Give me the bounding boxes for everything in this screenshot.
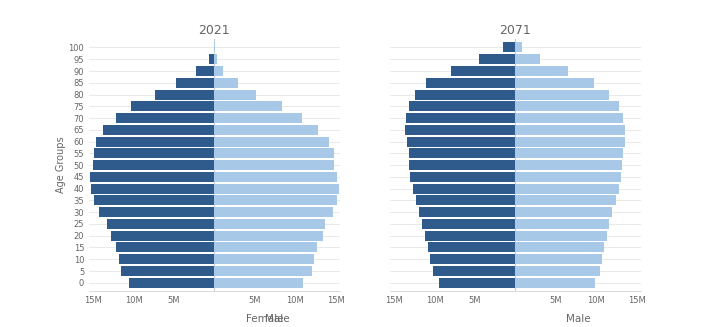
Title: 2021: 2021: [199, 24, 230, 37]
Bar: [515, 137, 624, 146]
Bar: [515, 219, 609, 229]
Bar: [214, 231, 323, 241]
Bar: [515, 66, 568, 76]
Bar: [479, 54, 515, 64]
Bar: [214, 101, 283, 111]
Bar: [407, 137, 515, 146]
Bar: [131, 101, 214, 111]
Bar: [214, 172, 337, 182]
Bar: [90, 184, 214, 194]
Bar: [103, 125, 214, 135]
Bar: [433, 266, 515, 276]
Bar: [451, 66, 515, 76]
Bar: [422, 219, 515, 229]
Bar: [94, 148, 214, 158]
Bar: [214, 196, 337, 205]
Bar: [515, 148, 623, 158]
Bar: [416, 196, 515, 205]
Bar: [515, 90, 609, 99]
Bar: [214, 66, 222, 76]
Bar: [515, 78, 594, 88]
Bar: [428, 243, 515, 252]
Bar: [425, 231, 515, 241]
Bar: [121, 266, 214, 276]
Bar: [414, 184, 515, 194]
Bar: [515, 207, 612, 217]
Bar: [415, 90, 515, 99]
Bar: [515, 196, 616, 205]
Bar: [99, 207, 214, 217]
Bar: [515, 278, 595, 288]
Bar: [515, 254, 602, 264]
Bar: [419, 207, 515, 217]
Bar: [214, 54, 217, 64]
Bar: [93, 160, 214, 170]
Bar: [515, 101, 619, 111]
Y-axis label: Age Groups: Age Groups: [56, 137, 66, 194]
Bar: [439, 278, 515, 288]
Bar: [214, 125, 318, 135]
Bar: [107, 219, 214, 229]
Bar: [214, 278, 303, 288]
Bar: [214, 207, 333, 217]
Bar: [405, 125, 515, 135]
Bar: [515, 125, 624, 135]
Bar: [209, 54, 214, 64]
Bar: [111, 231, 214, 241]
Bar: [214, 243, 317, 252]
Bar: [176, 78, 214, 88]
Bar: [90, 172, 214, 182]
Bar: [515, 43, 522, 52]
Bar: [503, 43, 515, 52]
Bar: [431, 254, 515, 264]
Bar: [409, 160, 515, 170]
Bar: [515, 231, 607, 241]
Bar: [409, 148, 515, 158]
Bar: [515, 172, 622, 182]
Title: 2071: 2071: [500, 24, 531, 37]
Bar: [214, 137, 329, 146]
Bar: [214, 254, 314, 264]
Bar: [214, 148, 334, 158]
Bar: [515, 160, 622, 170]
Bar: [214, 78, 238, 88]
Bar: [515, 243, 604, 252]
Text: Male: Male: [265, 314, 289, 324]
Bar: [409, 101, 515, 111]
Bar: [94, 196, 214, 205]
Bar: [214, 113, 302, 123]
Bar: [96, 137, 214, 146]
Bar: [214, 184, 339, 194]
Text: Male: Male: [566, 314, 590, 324]
Bar: [515, 184, 619, 194]
Bar: [515, 113, 623, 123]
Bar: [119, 254, 214, 264]
Bar: [214, 160, 334, 170]
Bar: [130, 278, 214, 288]
Bar: [116, 243, 214, 252]
Bar: [214, 219, 325, 229]
Bar: [214, 90, 256, 99]
Bar: [515, 54, 540, 64]
Bar: [155, 90, 214, 99]
Bar: [116, 113, 214, 123]
Bar: [196, 66, 214, 76]
Bar: [410, 172, 515, 182]
Bar: [214, 266, 312, 276]
Bar: [406, 113, 515, 123]
Bar: [515, 266, 600, 276]
Text: Female: Female: [246, 314, 283, 324]
Bar: [426, 78, 515, 88]
